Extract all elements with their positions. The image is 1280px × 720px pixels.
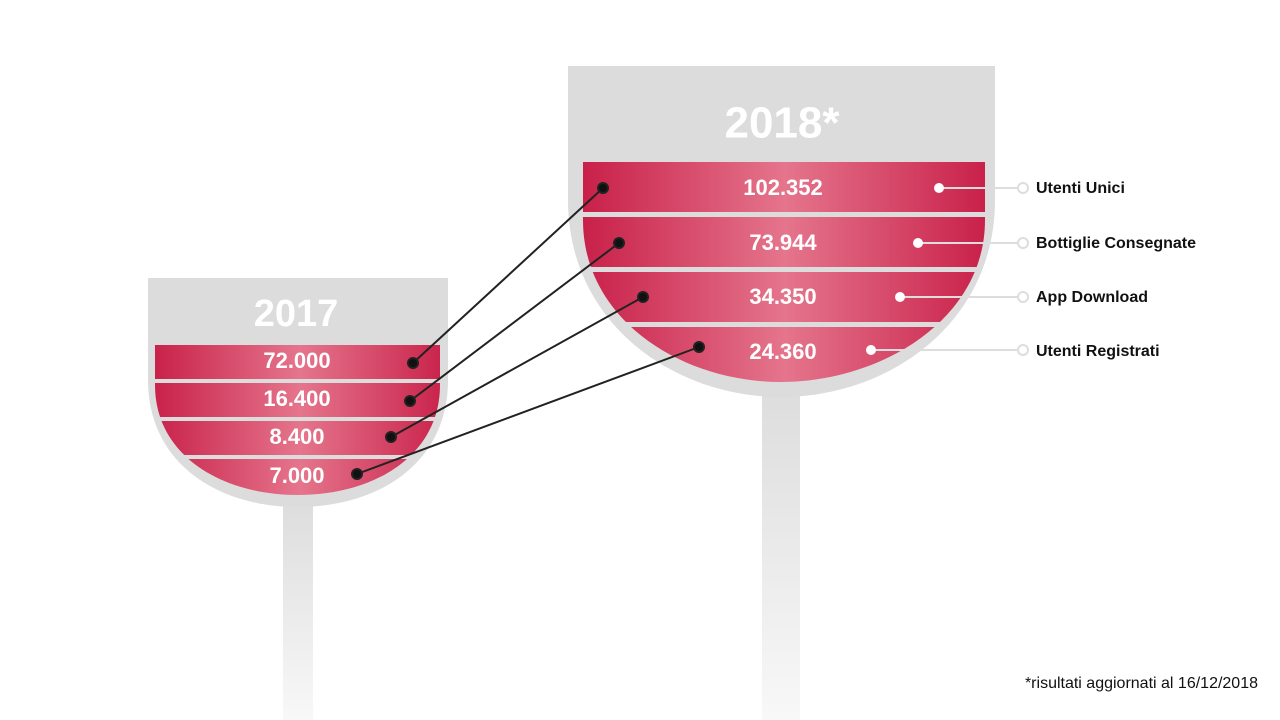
dot <box>404 395 416 407</box>
metric-label: Utenti Unici <box>1036 180 1125 197</box>
band <box>155 383 440 417</box>
footnote: *risultati aggiornati al 16/12/2018 <box>1025 675 1258 692</box>
dot <box>1017 237 1029 249</box>
value: 102.352 <box>743 175 823 200</box>
dot <box>1017 291 1029 303</box>
dot <box>913 238 923 248</box>
value: 34.350 <box>749 284 816 309</box>
band <box>583 162 985 212</box>
connector <box>412 187 604 364</box>
metric-label: Bottiglie Consegnate <box>1036 235 1196 252</box>
dot <box>351 468 363 480</box>
leaders <box>866 182 1029 356</box>
stem <box>283 500 313 720</box>
connector <box>356 346 700 475</box>
metric-label: Utenti Registrati <box>1036 343 1160 360</box>
dot <box>866 345 876 355</box>
connectors <box>351 182 705 480</box>
dot <box>895 292 905 302</box>
dot <box>637 291 649 303</box>
value: 8.400 <box>269 424 324 449</box>
bands <box>583 162 985 382</box>
glass-2017: 2017 72.000 16.400 8.400 7.000 <box>148 278 448 720</box>
value: 24.360 <box>749 339 816 364</box>
metric-label: App Download <box>1036 289 1148 306</box>
dot <box>613 237 625 249</box>
value: 73.944 <box>749 230 817 255</box>
connector <box>409 242 620 402</box>
value: 7.000 <box>269 463 324 488</box>
dot <box>1017 182 1029 194</box>
stem <box>762 390 800 720</box>
year: 2018* <box>724 99 840 148</box>
dot <box>407 357 419 369</box>
dot <box>1017 344 1029 356</box>
value: 16.400 <box>263 386 330 411</box>
dot <box>934 183 944 193</box>
value: 72.000 <box>263 348 330 373</box>
dot <box>693 341 705 353</box>
glass-2018: 2018* 102.352 73.944 34.350 24.360 <box>568 66 995 720</box>
band <box>155 345 440 379</box>
dot <box>597 182 609 194</box>
year: 2017 <box>254 293 339 335</box>
connector <box>390 296 644 438</box>
dot <box>385 431 397 443</box>
